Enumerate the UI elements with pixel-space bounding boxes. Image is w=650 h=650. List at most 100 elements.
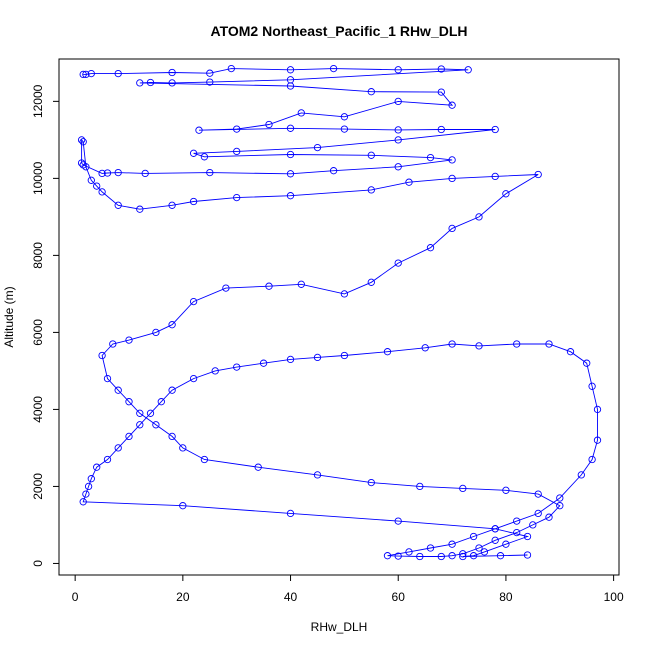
x-tick-label: 80 — [499, 590, 513, 604]
data-point — [136, 421, 144, 429]
data-point — [502, 190, 510, 198]
data-point — [340, 125, 349, 133]
data-point — [523, 532, 532, 541]
data-point — [114, 386, 122, 394]
data-point — [513, 517, 521, 525]
data-point — [87, 69, 95, 78]
x-tick-label: 0 — [72, 590, 79, 604]
data-point — [227, 64, 235, 73]
data-point — [475, 544, 483, 552]
data-point — [426, 244, 435, 252]
data-point — [394, 517, 402, 525]
data-point — [367, 88, 375, 96]
data-point — [448, 156, 456, 164]
data-point — [448, 224, 456, 233]
data-point — [200, 455, 209, 464]
data-point — [448, 340, 456, 348]
data-point — [313, 471, 322, 479]
data-point — [79, 498, 87, 506]
data-point — [206, 168, 214, 177]
data-point — [200, 153, 209, 161]
data-point — [367, 151, 375, 159]
y-axis-label: Altitude (m) — [2, 286, 16, 347]
data-point — [82, 70, 90, 79]
data-point — [136, 409, 144, 417]
data-point — [566, 348, 575, 356]
data-point — [437, 125, 445, 134]
data-point — [367, 186, 375, 194]
data-point — [114, 69, 122, 78]
data-point — [254, 463, 262, 471]
data-point — [545, 513, 553, 521]
data-point — [211, 367, 219, 375]
data-point — [286, 82, 295, 90]
data-point — [103, 455, 112, 464]
data-point — [79, 70, 87, 79]
data-point — [394, 552, 402, 560]
data-point — [367, 478, 375, 487]
data-point — [491, 536, 499, 544]
data-point — [588, 382, 596, 390]
data-point — [459, 552, 467, 561]
data-point — [114, 201, 122, 209]
data-point — [93, 463, 101, 471]
data-point — [168, 201, 176, 209]
data-point — [394, 97, 402, 106]
data-point — [179, 502, 187, 510]
data-point — [82, 163, 90, 171]
data-point — [448, 174, 456, 183]
data-point — [502, 486, 510, 494]
data-point — [491, 525, 499, 533]
data-point — [437, 65, 445, 73]
data-point — [286, 124, 295, 132]
x-tick-label: 20 — [176, 590, 190, 604]
data-point — [79, 138, 87, 146]
data-point — [329, 167, 338, 175]
data-point — [259, 359, 268, 367]
data-point — [593, 436, 602, 444]
y-tick-label: 10000 — [31, 161, 45, 195]
data-point — [394, 163, 402, 171]
data-point — [265, 120, 273, 129]
y-tick-label: 2000 — [31, 473, 45, 500]
data-point — [82, 490, 90, 498]
data-point — [206, 78, 214, 86]
data-point — [405, 178, 413, 186]
y-tick-label: 6000 — [31, 319, 45, 346]
data-point — [136, 205, 144, 213]
data-point — [297, 280, 305, 288]
data-point — [416, 552, 424, 561]
data-point — [340, 351, 349, 360]
data-point — [286, 355, 295, 364]
data-point — [179, 444, 187, 452]
data-point — [313, 143, 322, 152]
data-point — [534, 509, 542, 518]
data-point — [513, 528, 521, 537]
data-point — [513, 340, 521, 348]
data-point — [195, 126, 203, 134]
data-point — [87, 176, 95, 184]
data-point — [84, 482, 93, 491]
x-axis-label: RHw_DLH — [311, 620, 368, 634]
data-point — [459, 550, 467, 558]
data-point — [502, 540, 510, 548]
data-point — [593, 405, 602, 414]
data-point — [77, 136, 86, 144]
data-point — [534, 170, 542, 179]
data-point — [448, 540, 456, 548]
data-point — [556, 494, 564, 502]
data-point — [103, 169, 112, 177]
data-point — [98, 351, 106, 360]
data-point — [529, 521, 537, 529]
x-axis: 0 20 40 60 80 100 — [72, 575, 624, 604]
data-point — [168, 321, 176, 329]
data-point — [491, 172, 499, 181]
data-point — [77, 159, 86, 167]
data-point — [93, 182, 101, 190]
data-point — [125, 398, 133, 406]
data-point — [265, 282, 273, 290]
x-tick-label: 60 — [392, 590, 406, 604]
data-point — [469, 552, 478, 560]
data-point — [233, 125, 241, 133]
data-point — [459, 484, 467, 493]
